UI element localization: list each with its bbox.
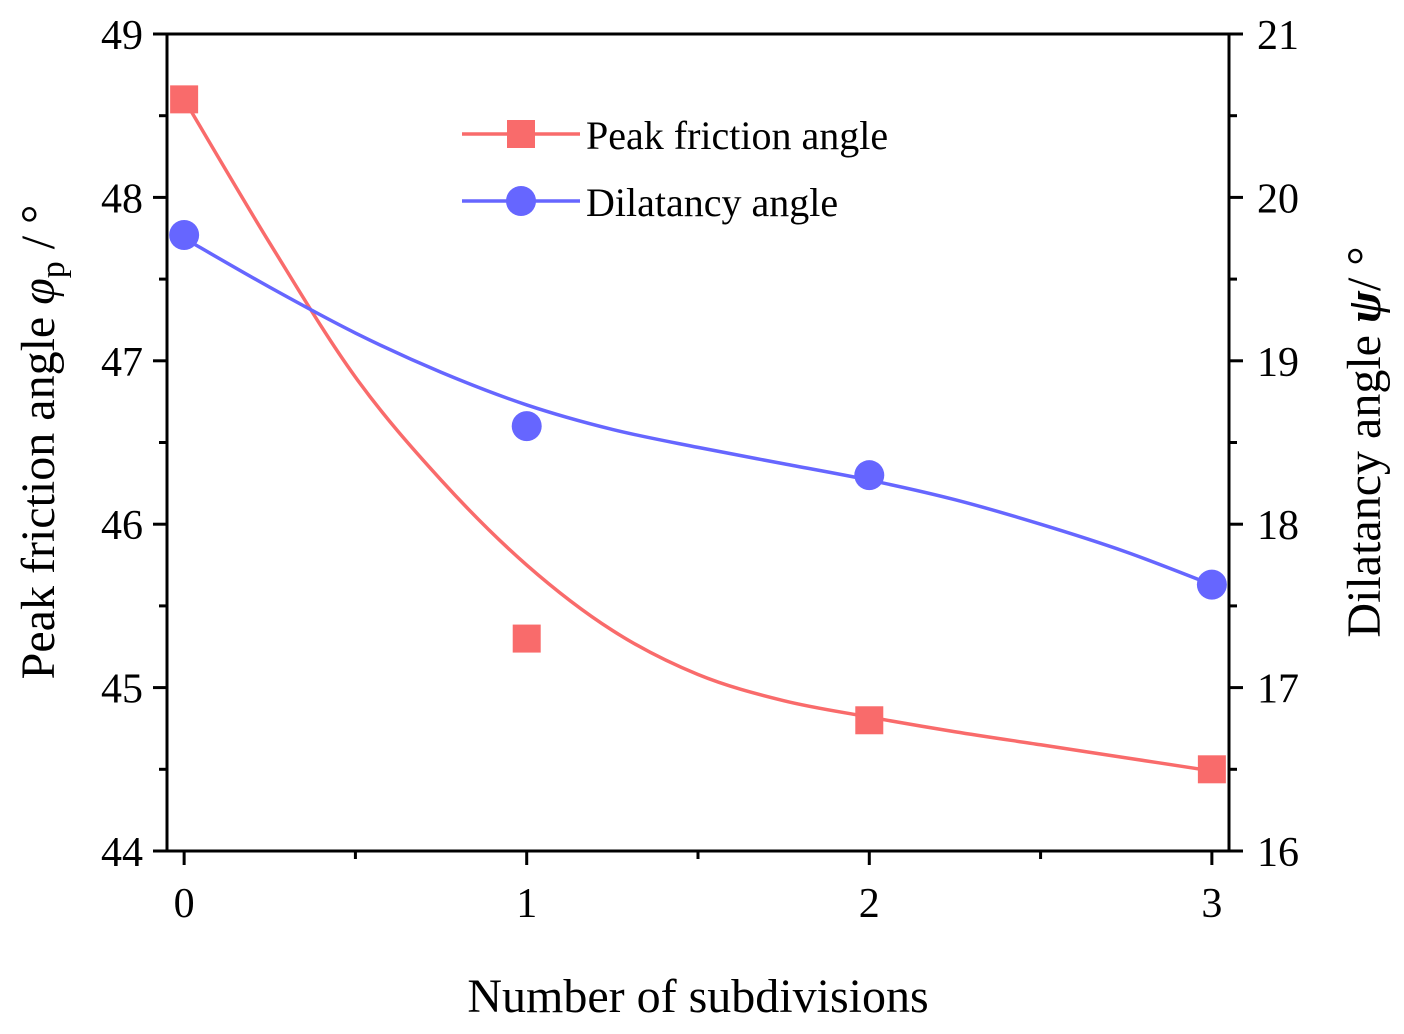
x-axis-ticks: 0 1 2 3 (174, 851, 1222, 927)
left-axis-title-sub: p (35, 261, 72, 278)
legend-marker-square (507, 120, 535, 148)
fit-curves (182, 98, 1213, 773)
right-axis-title-symbol: ψ (1338, 290, 1391, 323)
legend-marker-circle (506, 186, 536, 216)
x-tick-label: 3 (1201, 881, 1222, 927)
left-tick-label: 44 (101, 830, 143, 876)
right-axis-title-main: Dilatancy angle (1338, 323, 1391, 638)
dilatancy-point (169, 219, 200, 250)
peak-friction-point (1197, 755, 1226, 784)
right-tick-label: 19 (1257, 340, 1299, 386)
left-tick-label: 46 (101, 503, 143, 549)
right-axis-title-unit: / ° (1338, 246, 1391, 291)
peak-friction-fit-curve (182, 98, 1213, 773)
x-tick-label: 0 (174, 881, 195, 927)
left-tick-label: 45 (101, 667, 143, 713)
dilatancy-fit-curve (183, 236, 1213, 587)
data-markers (169, 85, 1227, 784)
legend: Peak friction angle Dilatancy angle (462, 113, 888, 225)
dilatancy-point (1196, 569, 1227, 600)
dilatancy-point (511, 411, 542, 442)
legend-label-peak: Peak friction angle (586, 113, 888, 158)
left-tick-label: 49 (101, 13, 143, 59)
right-axis-ticks: 16 17 18 19 20 21 (1229, 13, 1299, 876)
left-axis-title-unit: / ° (12, 205, 65, 262)
left-axis-ticks: 44 45 46 47 48 49 (101, 13, 167, 876)
peak-friction-point (855, 706, 884, 735)
left-axis-title-main: Peak friction angle (12, 305, 65, 680)
right-axis-title: Dilatancy angle ψ/ ° (1338, 246, 1391, 637)
right-tick-label: 17 (1257, 667, 1299, 713)
left-axis-title: Peak friction angle φp / ° (12, 205, 72, 680)
dilatancy-point (854, 460, 885, 491)
x-tick-label: 1 (516, 881, 537, 927)
right-tick-label: 18 (1257, 503, 1299, 549)
legend-label-dilatancy: Dilatancy angle (586, 180, 838, 225)
peak-friction-point (170, 85, 199, 114)
x-tick-label: 2 (859, 881, 880, 927)
right-tick-label: 16 (1257, 830, 1299, 876)
right-tick-label: 21 (1257, 13, 1299, 59)
left-axis-title-symbol: φ (12, 278, 65, 305)
right-tick-label: 20 (1257, 176, 1299, 222)
x-axis-title: Number of subdivisions (467, 970, 928, 1023)
peak-friction-point (512, 624, 541, 653)
left-tick-label: 47 (101, 340, 143, 386)
left-tick-label: 48 (101, 176, 143, 222)
